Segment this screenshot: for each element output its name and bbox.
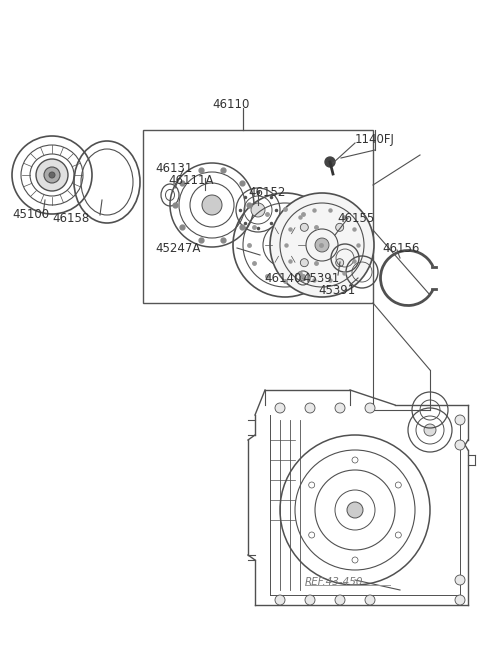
Text: 46152: 46152 (248, 186, 286, 199)
Circle shape (455, 595, 465, 605)
Text: 46110: 46110 (212, 98, 250, 112)
Text: 45391: 45391 (302, 272, 339, 285)
Circle shape (365, 595, 375, 605)
Circle shape (275, 403, 285, 413)
Text: 45391: 45391 (318, 283, 355, 297)
Circle shape (275, 595, 285, 605)
Circle shape (305, 403, 315, 413)
Text: 45247A: 45247A (155, 241, 200, 255)
Circle shape (36, 159, 68, 191)
Text: 46156: 46156 (382, 241, 420, 255)
Circle shape (455, 575, 465, 585)
Text: REF.43-450: REF.43-450 (305, 577, 363, 587)
Circle shape (424, 424, 436, 436)
Circle shape (305, 595, 315, 605)
Circle shape (315, 238, 329, 252)
Text: 46158: 46158 (52, 211, 89, 224)
Circle shape (270, 193, 374, 297)
Circle shape (455, 440, 465, 450)
Circle shape (347, 502, 363, 518)
Circle shape (49, 172, 55, 178)
Circle shape (325, 157, 335, 167)
Circle shape (300, 275, 306, 281)
Circle shape (251, 203, 265, 217)
Circle shape (275, 235, 295, 255)
Circle shape (335, 595, 345, 605)
Text: 46131: 46131 (155, 161, 192, 174)
Circle shape (44, 167, 60, 183)
Ellipse shape (336, 258, 344, 267)
Text: 46111A: 46111A (168, 173, 214, 186)
Ellipse shape (300, 223, 308, 232)
Bar (143, 130, 373, 303)
Ellipse shape (336, 223, 344, 232)
Text: 46155: 46155 (337, 211, 374, 224)
Ellipse shape (300, 258, 308, 267)
Circle shape (455, 415, 465, 425)
Circle shape (365, 403, 375, 413)
Text: 45100: 45100 (12, 209, 49, 222)
Circle shape (202, 195, 222, 215)
Circle shape (335, 403, 345, 413)
Text: 46140: 46140 (264, 272, 301, 285)
Text: 1140FJ: 1140FJ (355, 134, 395, 146)
